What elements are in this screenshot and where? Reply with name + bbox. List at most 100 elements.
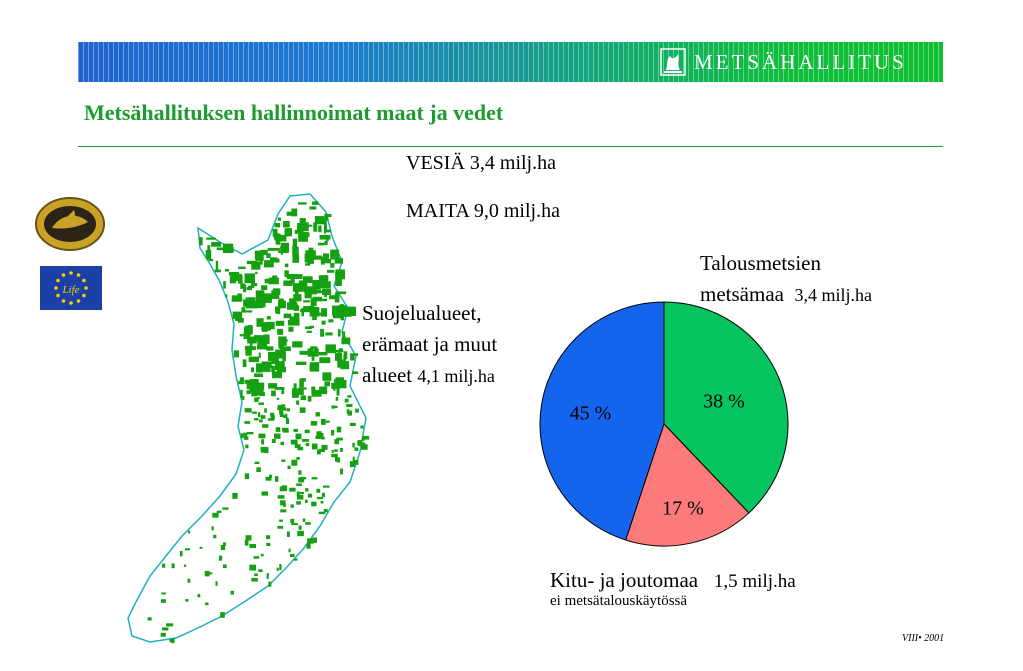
forest-patch	[252, 346, 256, 351]
forest-patch	[289, 298, 297, 306]
forest-patch	[331, 449, 334, 453]
forest-patch	[292, 254, 300, 263]
forest-patch	[255, 385, 264, 396]
forest-patch	[259, 419, 263, 423]
forest-patch	[266, 316, 271, 320]
forest-patch	[310, 307, 318, 312]
forest-patch	[295, 286, 299, 296]
eu-star-icon	[54, 286, 58, 290]
forest-patch	[297, 530, 304, 537]
commercial-line2: metsämaa	[700, 282, 784, 306]
forest-patch	[257, 396, 260, 400]
forest-patch	[224, 268, 229, 272]
forest-patch	[299, 378, 304, 388]
forest-patch	[340, 468, 343, 475]
forest-patch	[264, 447, 269, 454]
forest-patch	[331, 429, 335, 436]
forest-patches	[147, 201, 370, 644]
forest-patch	[280, 242, 290, 252]
forest-patch	[211, 526, 214, 531]
forest-patch	[254, 573, 258, 577]
forest-patch	[307, 224, 313, 227]
forest-patch	[162, 627, 169, 631]
forest-patch	[306, 543, 311, 549]
forest-patch	[279, 564, 282, 571]
forest-patch	[333, 387, 336, 392]
eu-star-icon	[76, 299, 81, 303]
forest-patch	[283, 313, 292, 319]
forest-patch	[321, 436, 325, 440]
forest-patch	[319, 386, 328, 395]
forest-patch	[270, 415, 275, 420]
forest-patch	[219, 555, 223, 561]
forest-patch	[254, 418, 259, 421]
forest-patch	[330, 263, 335, 268]
forest-patch	[313, 348, 319, 357]
forest-patch	[283, 221, 290, 228]
forest-patch	[329, 295, 340, 300]
forest-patch	[309, 307, 320, 317]
forest-patch	[296, 483, 302, 486]
pie-chart: 38 % 17 % 45 %	[539, 301, 789, 547]
forest-patch	[258, 352, 261, 359]
forest-patch	[325, 420, 330, 423]
forest-patch	[254, 250, 262, 260]
forest-patch	[272, 288, 281, 295]
poor-land-label: Kitu- ja joutomaa 1,5 milj.ha ei metsäta…	[550, 568, 796, 610]
forest-patch	[274, 387, 285, 390]
waters-label: VESIÄ	[406, 152, 465, 174]
forest-patch	[248, 408, 252, 413]
forest-patch	[319, 234, 331, 240]
forest-patch	[360, 425, 364, 429]
forest-patch	[321, 444, 328, 450]
forest-patch	[244, 473, 250, 480]
forest-patch	[281, 407, 287, 411]
forest-patch	[251, 577, 258, 582]
forest-patch	[249, 544, 257, 549]
forest-patch	[263, 334, 270, 345]
forest-patch	[274, 433, 281, 439]
forest-patch	[320, 432, 324, 437]
forest-patch	[276, 366, 287, 373]
forest-patch	[231, 295, 242, 302]
forest-patch	[342, 331, 346, 341]
forest-patch	[279, 519, 283, 522]
protected-value: 4,1 milj.ha	[417, 366, 495, 386]
forest-patch	[294, 444, 301, 449]
forest-patch	[267, 247, 275, 251]
forest-patch	[215, 260, 219, 271]
forest-patch	[331, 405, 338, 408]
forest-patch	[304, 429, 310, 434]
forest-patch	[166, 623, 174, 627]
forest-patch	[261, 293, 272, 303]
forest-patch	[335, 271, 343, 278]
forest-patch	[309, 206, 317, 210]
forest-patch	[307, 395, 312, 402]
forest-patch	[304, 292, 312, 299]
forest-patch	[311, 389, 322, 397]
forest-patch	[352, 456, 355, 462]
forest-patch	[336, 386, 340, 396]
pie-slice-2	[625, 423, 750, 547]
forest-patch	[256, 363, 263, 373]
forest-patch	[275, 239, 281, 245]
forest-patch	[326, 238, 329, 241]
pie-slice-label-3: 45 %	[570, 403, 612, 425]
forest-patch	[169, 638, 173, 643]
forest-patch	[320, 501, 324, 504]
forest-patch	[318, 275, 322, 284]
forest-patch	[305, 250, 311, 256]
forest-patch	[284, 270, 289, 278]
forest-patch	[290, 278, 295, 284]
forest-patch	[288, 548, 291, 553]
forest-patch	[206, 237, 216, 240]
forest-patch	[223, 281, 226, 289]
forest-patch	[244, 273, 255, 284]
forest-patch	[316, 488, 321, 493]
forest-patch	[308, 247, 314, 254]
forest-patch	[275, 320, 285, 326]
forest-patch	[199, 237, 203, 246]
forest-patch	[271, 358, 279, 365]
poor-value: 1,5 milj.ha	[713, 571, 796, 592]
forest-patch	[301, 438, 309, 442]
